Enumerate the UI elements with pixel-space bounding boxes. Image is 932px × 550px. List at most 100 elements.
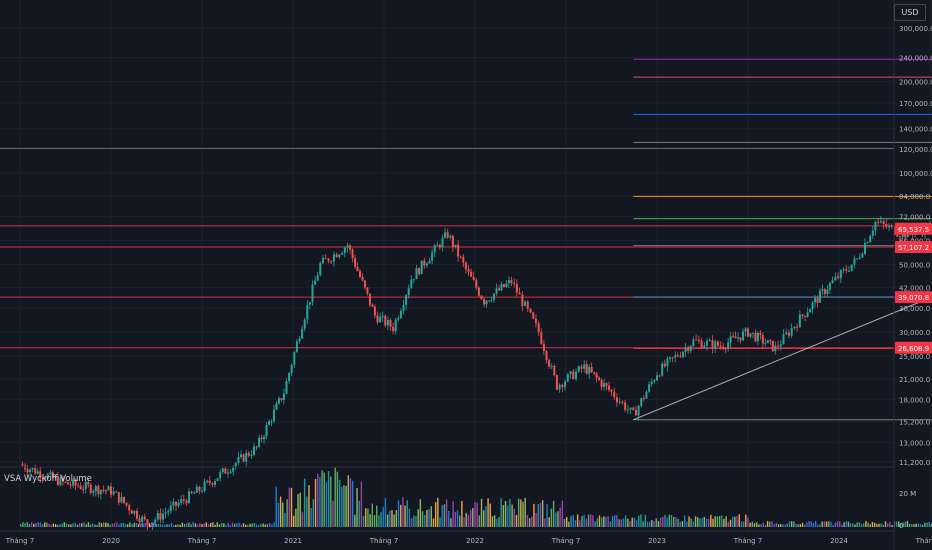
candle-body	[384, 315, 387, 326]
candle-body	[904, 232, 907, 238]
candle-body	[270, 421, 273, 423]
price-tick-label: 300,000.0	[899, 25, 932, 33]
candle-body	[564, 381, 567, 388]
volume-bar	[146, 522, 149, 527]
volume-bar	[183, 523, 186, 527]
time-axis[interactable]: Tháng 7 2020 Tháng 7 2021 Tháng 7 2022 Tháng 7…	[5, 537, 932, 545]
volume-bar	[275, 486, 277, 527]
candle-body	[845, 269, 848, 271]
volume-bar	[771, 521, 773, 527]
volume-bar	[509, 498, 511, 527]
volume-bar	[118, 524, 120, 527]
price-tag-bg	[895, 291, 932, 304]
candle-body	[608, 385, 611, 390]
volume-bar	[908, 523, 911, 527]
candle-body	[263, 436, 266, 440]
volume-bar	[223, 523, 225, 527]
candle-body	[801, 314, 804, 316]
volume-bar	[284, 512, 286, 527]
volume-bar	[716, 516, 719, 527]
volume-bar	[541, 500, 544, 527]
candle-body	[219, 471, 222, 479]
candle-body	[240, 454, 242, 457]
candle-body	[151, 522, 154, 527]
candle-body	[185, 500, 188, 504]
candle-body	[848, 270, 851, 272]
volume-bar	[786, 523, 788, 527]
candle-body	[821, 289, 824, 291]
candle-body	[446, 232, 449, 238]
candle-body	[206, 480, 209, 482]
volume-bar	[889, 521, 891, 527]
volume-bar	[533, 503, 535, 527]
candle-body	[502, 284, 505, 287]
volume-bar	[26, 522, 28, 527]
candle-body	[203, 481, 206, 491]
candle-body	[464, 262, 467, 270]
price-axis[interactable]: 300,000.0 240,000.0 200,000.0 170,000.0 140,…	[899, 25, 932, 467]
volume-bar	[448, 511, 450, 527]
candle-body	[371, 304, 374, 307]
candle-body	[864, 243, 866, 254]
candle-body	[308, 301, 311, 305]
volume-bar	[705, 518, 708, 527]
candle-body	[253, 446, 255, 456]
candle-body	[842, 269, 845, 271]
candle-body	[493, 293, 496, 300]
candle-body	[700, 340, 703, 348]
volume-bar	[461, 501, 463, 527]
volume-bar	[120, 523, 122, 527]
volume-bar	[172, 524, 175, 527]
volume-bar	[502, 505, 505, 527]
currency-button[interactable]: USD	[894, 4, 926, 21]
volume-bar	[63, 522, 66, 527]
volume-bar	[351, 480, 354, 527]
volume-bar	[847, 521, 850, 527]
candle-body	[603, 383, 606, 387]
candlestick-series	[21, 215, 932, 531]
candle-body	[402, 304, 405, 311]
candle-body	[653, 380, 656, 382]
candle-body	[697, 340, 700, 342]
volume-bar	[878, 523, 880, 527]
volume-bar	[140, 523, 142, 527]
candle-body	[488, 300, 491, 302]
volume-bar	[369, 514, 371, 527]
volume-bar	[113, 523, 116, 527]
candle-body	[69, 484, 72, 486]
trend-lines[interactable]	[633, 142, 932, 421]
candle-body	[751, 332, 754, 334]
volume-bar	[255, 524, 258, 527]
candle-body	[268, 421, 271, 425]
volume-bar	[810, 521, 813, 527]
volume-bar	[616, 515, 618, 527]
volume-bar	[917, 523, 920, 527]
candle-body	[513, 282, 516, 284]
volume-bar	[734, 516, 736, 527]
volume-bar	[579, 520, 581, 527]
candle-body	[332, 254, 335, 262]
candle-body	[537, 323, 540, 333]
volume-bar	[557, 511, 559, 527]
candle-body	[282, 393, 285, 400]
candle-body	[888, 225, 891, 228]
fibonacci-tool[interactable]: -1 (236,730.1)-0.73 (206,854.4)-0.27 (15…	[633, 51, 932, 421]
volume-bar	[731, 516, 734, 527]
candle-body	[804, 315, 807, 317]
volume-bar	[603, 516, 605, 527]
candle-body	[293, 352, 296, 365]
candle-body	[99, 489, 102, 495]
candle-body	[716, 341, 719, 346]
volume-bar	[581, 516, 583, 527]
volume-bar	[181, 522, 184, 527]
volume-bar	[395, 509, 398, 527]
volume-bar	[415, 516, 417, 527]
volume-bar	[697, 517, 699, 527]
time-tick-label: Tháng 7	[187, 537, 217, 545]
volume-bar	[480, 498, 483, 527]
price-tick-label: 120,000.0	[899, 146, 932, 154]
candle-body	[298, 338, 301, 342]
candle-body	[322, 257, 325, 264]
volume-bar	[96, 524, 98, 527]
